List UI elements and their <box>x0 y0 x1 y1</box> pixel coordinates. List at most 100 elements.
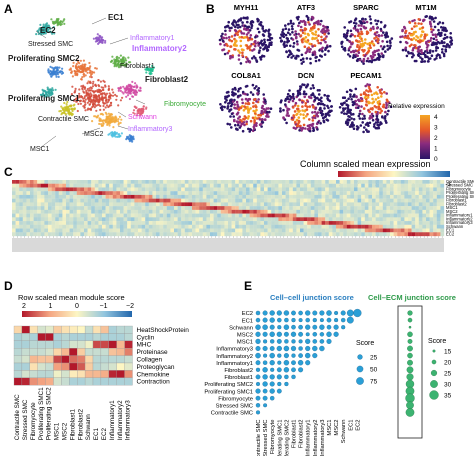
module-cell <box>53 377 62 386</box>
heatmap-cell <box>87 183 92 188</box>
heatmap-cell <box>350 202 355 207</box>
heatmap-cell <box>91 221 95 225</box>
tsne-point <box>101 98 104 102</box>
module-cell <box>61 340 70 349</box>
heatmap-cell <box>51 232 56 237</box>
heatmap-cell <box>415 224 419 229</box>
heatmap-cell <box>368 198 373 203</box>
heatmap-cell <box>426 183 430 188</box>
feature-point <box>245 33 249 36</box>
panel-d-col-label: Fibroblast1 <box>69 409 76 441</box>
heatmap-cell <box>238 198 243 203</box>
heatmap-cell <box>332 213 337 218</box>
feature-point <box>430 30 434 34</box>
heatmap-cell <box>58 228 63 233</box>
cell-cell-dot <box>262 381 268 387</box>
tsne-point <box>47 90 50 93</box>
feature-point <box>415 46 418 50</box>
feature-point <box>380 92 384 95</box>
feature-point <box>320 35 323 39</box>
heatmap-cell <box>242 209 247 214</box>
heatmap-cell <box>199 206 203 211</box>
feature-point <box>302 60 305 63</box>
feature-point <box>352 127 356 130</box>
feature-point <box>304 21 307 24</box>
heatmap-cell <box>145 198 149 203</box>
feature-point <box>237 87 241 91</box>
heatmap-cell <box>228 183 232 188</box>
heatmap-cell <box>138 202 142 207</box>
tsne-point <box>98 122 101 125</box>
feature-point <box>306 83 310 86</box>
heatmap-cell <box>152 191 157 196</box>
heatmap-cell <box>76 183 81 188</box>
heatmap-cell <box>62 183 67 188</box>
heatmap-cell <box>30 217 34 222</box>
feature-point <box>368 121 372 125</box>
feature-point <box>261 42 265 46</box>
heatmap-cell <box>400 198 405 203</box>
feature-point <box>341 96 345 99</box>
heatmap-cell <box>231 221 236 225</box>
heatmap-cell <box>184 209 189 214</box>
feature-point <box>257 113 260 117</box>
tsne-point <box>71 75 74 78</box>
heatmap-cell <box>372 194 376 199</box>
heatmap-cell <box>429 224 434 229</box>
heatmap-cell <box>192 202 196 207</box>
feature-point <box>381 105 385 108</box>
panel-c-title: Column scaled mean expression <box>300 159 431 169</box>
tsne-point <box>117 56 121 60</box>
panel-d-row-label: Proteoglycan <box>137 364 175 371</box>
module-cell <box>77 340 86 349</box>
heatmap-cell <box>260 202 265 207</box>
tsne-point <box>110 134 113 137</box>
module-cell <box>92 355 102 364</box>
feature-point <box>357 126 360 129</box>
feature-point <box>291 106 295 109</box>
heatmap-cell <box>433 198 437 203</box>
tsne-point <box>104 106 107 109</box>
heatmap-cell <box>58 209 63 214</box>
feature-point <box>433 25 437 29</box>
heatmap-cell <box>418 191 423 196</box>
heatmap-cell <box>440 202 445 207</box>
heatmap-cell <box>123 202 128 207</box>
heatmap-cell <box>58 198 63 203</box>
heatmap-cell <box>400 228 405 233</box>
feature-point <box>370 40 374 43</box>
feature-point <box>230 98 233 101</box>
heatmap-cell <box>253 191 257 196</box>
feature-point <box>327 29 330 32</box>
heatmap-cell <box>325 180 329 184</box>
heatmap-cell <box>411 217 416 222</box>
tsne-point <box>88 89 91 92</box>
heatmap-cell <box>94 228 99 233</box>
tsne-point <box>129 92 132 95</box>
feature-point <box>345 99 348 103</box>
feature-point <box>306 113 309 116</box>
tsne-point <box>77 102 80 106</box>
feature-point <box>315 36 318 40</box>
heatmap-cell <box>282 183 286 188</box>
heatmap-cell <box>314 183 319 188</box>
heatmap-cell <box>94 194 99 199</box>
cell-cell-dot <box>341 317 346 323</box>
heatmap-cell <box>202 202 207 207</box>
feature-point <box>356 30 360 33</box>
heatmap-cell <box>87 217 92 222</box>
heatmap-cell <box>177 209 182 214</box>
heatmap-cell <box>112 217 117 222</box>
heatmap-cell <box>87 194 92 199</box>
heatmap-cell <box>120 183 124 188</box>
feature-point <box>233 86 237 90</box>
feature-point <box>244 102 248 105</box>
heatmap-cell <box>73 213 77 218</box>
heatmap-cell <box>109 224 113 229</box>
panel-e-row-label: Stressed SMC <box>216 404 253 410</box>
feature-point <box>282 43 286 46</box>
tsne-point <box>75 68 79 71</box>
feature-point <box>270 37 274 40</box>
tsne-point <box>82 100 85 103</box>
feature-plot-gene: COL8A1 <box>231 71 261 80</box>
